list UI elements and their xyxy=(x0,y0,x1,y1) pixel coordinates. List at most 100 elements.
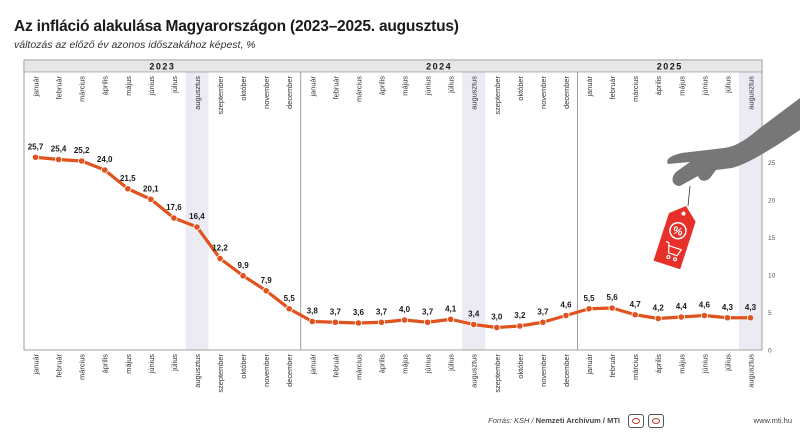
y-tick-label: 0 xyxy=(768,348,772,355)
data-point xyxy=(677,313,685,321)
data-label: 5,6 xyxy=(607,293,619,302)
year-header: 2023 2024 2025 xyxy=(23,59,763,73)
data-point xyxy=(562,311,570,320)
x-tick-label-bottom: február xyxy=(55,353,64,377)
year-bar xyxy=(23,59,763,73)
x-tick-label-top: április xyxy=(101,76,110,96)
data-point xyxy=(124,185,132,193)
x-tick-label-bottom: október xyxy=(239,353,248,378)
x-tick-label-top: március xyxy=(354,76,363,102)
highlight-band xyxy=(462,72,486,350)
highlight-bands xyxy=(185,72,762,350)
year-label: 2024 xyxy=(426,62,452,72)
x-tick-label-bottom: július xyxy=(170,354,179,372)
data-point xyxy=(631,311,639,319)
y-tick-label: 15 xyxy=(768,235,776,242)
data-label: 25,7 xyxy=(28,142,44,151)
data-label: 12,2 xyxy=(212,244,228,253)
x-tick-label-top: augusztus xyxy=(193,76,202,110)
x-tick-label-top: november xyxy=(262,75,271,108)
data-label: 3,7 xyxy=(537,307,549,316)
data-point xyxy=(239,272,247,280)
data-point xyxy=(516,322,524,330)
x-tick-label-bottom: július xyxy=(723,354,732,372)
x-tick-label-bottom: június xyxy=(147,354,156,375)
data-point xyxy=(585,305,593,313)
y-tick-label: 25 xyxy=(768,160,776,167)
data-label: 5,5 xyxy=(583,294,595,303)
footer: Forrás: KSH / Nemzeti Archívum / MTI www… xyxy=(0,410,800,434)
data-point xyxy=(354,319,363,327)
data-label: 3,7 xyxy=(422,307,434,316)
x-tick-label-top: október xyxy=(239,75,248,100)
x-tick-label-bottom: január xyxy=(308,353,317,375)
data-label: 3,8 xyxy=(307,307,319,316)
hand-price-tag-illustration: % xyxy=(653,98,800,270)
data-point xyxy=(31,153,40,161)
source-url[interactable]: www.mti.hu xyxy=(753,416,792,425)
data-label: 4,0 xyxy=(399,305,411,314)
data-point xyxy=(54,155,63,164)
plot-border xyxy=(23,59,763,351)
x-tick-label-top: június xyxy=(147,76,156,97)
x-tick-label-top: december xyxy=(562,75,571,108)
data-label: 21,5 xyxy=(120,174,136,183)
x-tick-label-bottom: január xyxy=(32,353,41,375)
data-point xyxy=(170,214,178,222)
x-tick-label-bottom: február xyxy=(331,353,340,377)
x-tick-label-bottom: augusztus xyxy=(470,354,479,388)
x-tick-label-top: február xyxy=(331,75,340,99)
inflation-chart: 2023 2024 2025 január február március április… xyxy=(23,59,800,393)
x-tick-label-top: január xyxy=(308,75,317,97)
data-point xyxy=(331,318,339,326)
x-tick-label-top: február xyxy=(55,75,64,99)
x-tick-label-top: május xyxy=(677,76,686,96)
x-tick-label-bottom: június xyxy=(424,354,433,375)
year-label: 2025 xyxy=(657,62,683,72)
x-tick-label-bottom: december xyxy=(285,353,294,386)
x-tick-label-bottom: december xyxy=(562,353,571,386)
x-tick-label-top: január xyxy=(32,75,41,97)
data-label: 4,3 xyxy=(722,303,734,312)
data-point xyxy=(216,254,224,263)
x-tick-label-top: december xyxy=(285,75,294,108)
x-tick-label-bottom: április xyxy=(377,354,386,374)
data-label: 24,0 xyxy=(97,155,113,164)
x-tick-label-bottom: április xyxy=(654,354,663,374)
data-label: 3,6 xyxy=(353,308,365,317)
data-point xyxy=(654,314,662,323)
x-tick-label-top: november xyxy=(539,75,548,108)
data-label: 5,5 xyxy=(284,294,296,303)
x-tick-label-bottom: augusztus xyxy=(746,354,755,388)
x-tick-label-bottom: szeptember xyxy=(493,353,502,392)
x-tick-label-top: március xyxy=(631,76,640,102)
data-point xyxy=(423,318,432,326)
tag-string xyxy=(687,185,691,207)
x-tick-label-bottom: november xyxy=(539,353,548,386)
chart-title: Az infláció alakulása Magyarországon (20… xyxy=(14,18,459,35)
x-tick-label-top: június xyxy=(700,76,709,97)
x-tick-label-bottom: május xyxy=(677,354,686,374)
data-label: 4,7 xyxy=(630,300,642,309)
bottom-month-labels: január február március április május június jú… xyxy=(32,353,756,392)
data-label: 4,1 xyxy=(445,304,457,313)
data-label: 4,6 xyxy=(560,301,572,310)
x-tick-label-top: szeptember xyxy=(493,75,502,114)
data-point xyxy=(400,316,409,324)
data-label: 4,3 xyxy=(745,303,757,312)
data-point xyxy=(101,166,109,174)
x-tick-label-bottom: január xyxy=(585,353,594,375)
x-tick-label-top: október xyxy=(516,75,525,100)
data-point xyxy=(78,157,86,165)
data-label: 4,6 xyxy=(699,301,711,310)
data-point xyxy=(377,318,386,326)
data-label: 7,9 xyxy=(261,276,273,285)
series-line xyxy=(33,155,753,330)
price-tag-icon: % xyxy=(653,206,696,270)
x-tick-label-bottom: május xyxy=(401,354,410,374)
data-point xyxy=(308,317,316,326)
x-tick-label-top: február xyxy=(608,75,617,99)
x-tick-label-bottom: április xyxy=(101,354,110,374)
x-tick-label-bottom: május xyxy=(124,354,133,374)
data-point xyxy=(285,305,293,313)
